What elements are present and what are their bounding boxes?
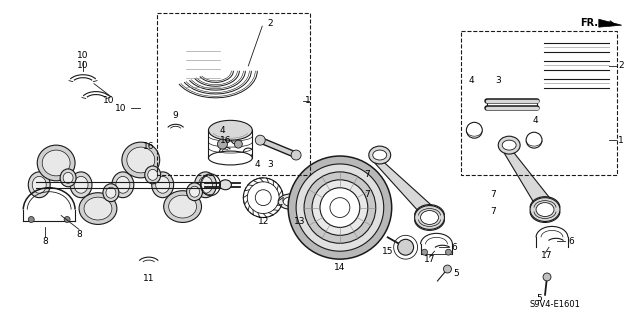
Ellipse shape	[112, 172, 134, 198]
Ellipse shape	[209, 151, 252, 165]
Circle shape	[296, 164, 384, 251]
Ellipse shape	[169, 195, 196, 218]
Text: 13: 13	[294, 217, 306, 226]
Ellipse shape	[369, 146, 390, 164]
Ellipse shape	[372, 150, 387, 160]
Polygon shape	[375, 163, 440, 212]
Ellipse shape	[145, 166, 161, 184]
Circle shape	[304, 172, 376, 243]
Text: 6: 6	[568, 237, 574, 246]
Text: 12: 12	[257, 217, 269, 226]
Text: 8: 8	[42, 237, 48, 246]
Circle shape	[255, 190, 271, 205]
Text: 10: 10	[103, 96, 115, 105]
Circle shape	[218, 139, 227, 149]
Ellipse shape	[37, 145, 75, 181]
Ellipse shape	[84, 197, 112, 220]
Text: 4: 4	[532, 116, 538, 125]
Ellipse shape	[187, 183, 202, 201]
Text: 7: 7	[490, 190, 496, 199]
Text: 16: 16	[143, 142, 154, 151]
Ellipse shape	[127, 147, 155, 173]
Ellipse shape	[63, 172, 73, 183]
Ellipse shape	[103, 184, 119, 202]
Ellipse shape	[156, 176, 170, 193]
Circle shape	[444, 265, 451, 273]
Text: 17: 17	[424, 255, 435, 263]
Text: 5: 5	[454, 270, 460, 278]
Circle shape	[422, 249, 428, 255]
Ellipse shape	[32, 176, 46, 193]
Ellipse shape	[79, 193, 117, 225]
Text: 4: 4	[468, 76, 474, 85]
Circle shape	[64, 217, 70, 222]
Polygon shape	[599, 19, 621, 27]
Text: 7: 7	[364, 190, 370, 199]
Ellipse shape	[70, 172, 92, 198]
Circle shape	[543, 273, 551, 281]
Polygon shape	[504, 153, 555, 204]
Ellipse shape	[28, 172, 50, 198]
Ellipse shape	[278, 194, 306, 210]
Text: 16: 16	[220, 136, 231, 145]
Circle shape	[320, 188, 360, 227]
Text: 1: 1	[305, 96, 311, 105]
Ellipse shape	[283, 197, 301, 207]
Text: 14: 14	[334, 263, 346, 271]
Ellipse shape	[415, 205, 444, 229]
Ellipse shape	[60, 169, 76, 187]
Text: 3: 3	[495, 76, 501, 85]
Text: 1: 1	[618, 136, 623, 145]
Text: 2: 2	[618, 61, 623, 70]
Text: 2: 2	[268, 19, 273, 28]
Text: 17: 17	[541, 251, 553, 260]
Ellipse shape	[189, 186, 200, 197]
Ellipse shape	[122, 142, 160, 178]
Circle shape	[397, 239, 413, 255]
Text: 6: 6	[452, 243, 458, 252]
Ellipse shape	[42, 150, 70, 176]
Ellipse shape	[536, 203, 554, 217]
Text: 10: 10	[77, 51, 89, 60]
Circle shape	[291, 150, 301, 160]
Ellipse shape	[116, 176, 130, 193]
Text: 10: 10	[77, 61, 89, 70]
Circle shape	[445, 249, 451, 255]
Text: FR.: FR.	[580, 18, 598, 28]
Ellipse shape	[209, 120, 252, 140]
Ellipse shape	[198, 176, 212, 193]
Text: 4: 4	[255, 160, 260, 169]
Text: S9V4-E1601: S9V4-E1601	[529, 300, 580, 309]
Circle shape	[255, 135, 265, 145]
Text: 7: 7	[490, 207, 496, 216]
Ellipse shape	[502, 140, 516, 150]
Circle shape	[330, 198, 350, 218]
Ellipse shape	[164, 191, 202, 222]
Text: 3: 3	[268, 160, 273, 169]
Ellipse shape	[152, 172, 173, 198]
Text: 4: 4	[220, 126, 225, 135]
Ellipse shape	[106, 187, 116, 198]
Circle shape	[288, 156, 392, 259]
Text: 11: 11	[143, 274, 154, 284]
Circle shape	[234, 140, 243, 148]
Ellipse shape	[220, 180, 232, 190]
Ellipse shape	[148, 169, 157, 180]
Ellipse shape	[530, 198, 560, 221]
Circle shape	[312, 180, 368, 235]
Text: 7: 7	[364, 170, 370, 179]
Text: 8: 8	[76, 230, 82, 239]
Text: 10: 10	[115, 104, 127, 113]
Ellipse shape	[288, 199, 296, 204]
Text: 5: 5	[536, 294, 542, 303]
Ellipse shape	[195, 172, 216, 198]
Circle shape	[28, 217, 35, 222]
Text: 9: 9	[173, 111, 179, 120]
Ellipse shape	[498, 136, 520, 154]
Ellipse shape	[74, 176, 88, 193]
Text: 15: 15	[382, 247, 394, 256]
Ellipse shape	[420, 211, 438, 225]
